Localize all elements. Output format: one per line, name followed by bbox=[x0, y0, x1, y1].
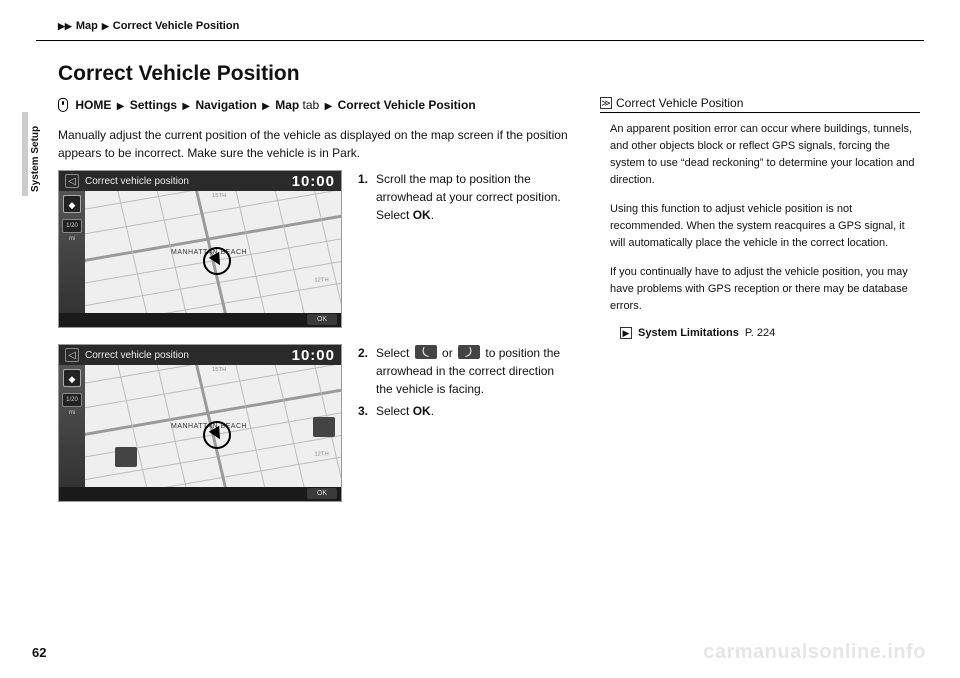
home-button-icon bbox=[58, 98, 68, 112]
step-text: Scroll the map to position the arrowhead… bbox=[376, 172, 561, 222]
page-number: 62 bbox=[32, 645, 46, 660]
screenshot-title: Correct vehicle position bbox=[85, 350, 292, 361]
step-ok: OK bbox=[413, 404, 431, 418]
breadcrumb-b: Correct Vehicle Position bbox=[113, 20, 240, 32]
side-p1: An apparent position error can occur whe… bbox=[610, 121, 920, 189]
side-heading: ≫ Correct Vehicle Position bbox=[600, 96, 920, 110]
rotate-right-icon bbox=[458, 345, 480, 359]
note-icon: ≫ bbox=[600, 97, 612, 109]
step-text: Select bbox=[376, 346, 413, 360]
step-text: . bbox=[431, 208, 434, 222]
chevron-icon: ▶ bbox=[117, 101, 125, 112]
nav-path: HOME ▶ Settings ▶ Navigation ▶ Map tab ▶… bbox=[58, 98, 578, 112]
steps-2: 2. Select or to position the arrowhead i… bbox=[358, 344, 568, 424]
side-body: An apparent position error can occur whe… bbox=[600, 121, 920, 315]
vehicle-cursor[interactable] bbox=[203, 247, 231, 275]
xref-label: System Limitations bbox=[638, 327, 739, 339]
scale-badge: 1/20 mi bbox=[62, 393, 82, 407]
section-label: System Setup bbox=[30, 126, 41, 192]
chevron-icon: ▶ bbox=[182, 101, 190, 112]
breadcrumb-a: Map bbox=[76, 20, 98, 32]
rotate-left-icon bbox=[415, 345, 437, 359]
section-tab bbox=[22, 112, 28, 196]
step-text: or bbox=[439, 346, 456, 360]
chevron-icon: ▶ bbox=[102, 21, 109, 32]
clock: 10:00 bbox=[292, 347, 335, 364]
vehicle-cursor[interactable] bbox=[203, 421, 231, 449]
map-area[interactable]: 15TH12TH MANHATTAN BEACH bbox=[85, 365, 341, 487]
xref-icon: ▶ bbox=[620, 327, 632, 339]
screenshot-2: ◁ Correct vehicle position 10:00 ◆ 1/20 … bbox=[58, 344, 342, 502]
screenshot-1: ◁ Correct vehicle position 10:00 ◆ 1/20 … bbox=[58, 170, 342, 328]
scale-badge: 1/20 mi bbox=[62, 219, 82, 233]
step-number: 1. bbox=[358, 170, 372, 224]
compass-icon[interactable]: ◆ bbox=[63, 195, 81, 213]
chevron-icon: ▶ bbox=[262, 101, 270, 112]
svg-text:15TH: 15TH bbox=[212, 367, 226, 373]
back-icon[interactable]: ◁ bbox=[65, 348, 79, 362]
svg-text:12TH: 12TH bbox=[314, 278, 328, 284]
path-map: Map bbox=[275, 98, 299, 112]
side-rule bbox=[600, 112, 920, 113]
steps-1: 1. Scroll the map to position the arrowh… bbox=[358, 170, 568, 228]
step-text: Select bbox=[376, 404, 413, 418]
breadcrumb: ▶▶ Map ▶ Correct Vehicle Position bbox=[58, 20, 239, 32]
ok-button[interactable]: OK bbox=[307, 314, 337, 325]
chevron-icon: ▶▶ bbox=[58, 21, 72, 32]
rotate-left-button[interactable] bbox=[115, 447, 137, 467]
intro-text: Manually adjust the current position of … bbox=[58, 126, 578, 162]
side-p2: Using this function to adjust vehicle po… bbox=[610, 201, 920, 252]
rotate-right-button[interactable] bbox=[313, 417, 335, 437]
side-heading-text: Correct Vehicle Position bbox=[616, 96, 743, 110]
side-p3: If you continually have to adjust the ve… bbox=[610, 264, 920, 315]
compass-icon[interactable]: ◆ bbox=[63, 369, 81, 387]
header-rule bbox=[36, 40, 924, 41]
map-area[interactable]: 15TH12TH MANHATTAN BEACH bbox=[85, 191, 341, 313]
path-dest: Correct Vehicle Position bbox=[338, 98, 476, 112]
path-settings: Settings bbox=[130, 98, 177, 112]
step-text: . bbox=[431, 404, 434, 418]
svg-text:15TH: 15TH bbox=[212, 193, 226, 199]
clock: 10:00 bbox=[292, 173, 335, 190]
page-title: Correct Vehicle Position bbox=[58, 62, 578, 86]
path-tab: tab bbox=[303, 98, 320, 112]
cross-reference: ▶ System Limitations P. 224 bbox=[600, 327, 920, 339]
xref-page: P. 224 bbox=[745, 327, 775, 339]
path-home: HOME bbox=[75, 98, 111, 112]
path-navigation: Navigation bbox=[195, 98, 256, 112]
watermark: carmanualsonline.info bbox=[703, 641, 926, 664]
svg-text:12TH: 12TH bbox=[314, 452, 328, 458]
ok-button[interactable]: OK bbox=[307, 488, 337, 499]
step-ok: OK bbox=[413, 208, 431, 222]
chevron-icon: ▶ bbox=[325, 101, 333, 112]
back-icon[interactable]: ◁ bbox=[65, 174, 79, 188]
step-number: 3. bbox=[358, 402, 372, 420]
step-number: 2. bbox=[358, 344, 372, 398]
screenshot-title: Correct vehicle position bbox=[85, 176, 292, 187]
